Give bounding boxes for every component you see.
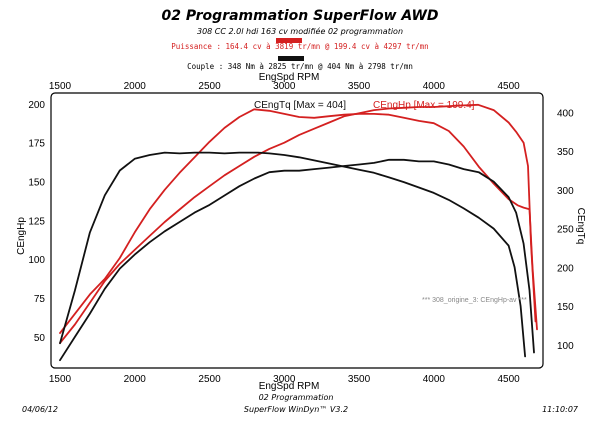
y-right-tick-label: 200: [557, 263, 574, 274]
power-line: Puissance : 164.4 cv à 3819 tr/mn @ 199.…: [171, 42, 428, 51]
x-axis-label-top: EngSpd RPM: [259, 72, 320, 83]
y-right-tick-label: 250: [557, 225, 574, 236]
plot-frame: [50, 92, 544, 369]
series-line-3: [59, 158, 535, 362]
x-tick-label-top: 1500: [49, 81, 72, 92]
y-left-tick-label: 50: [34, 333, 46, 344]
x-axis-label-bottom: EngSpd RPM: [259, 381, 320, 392]
footer-date: 04/06/12: [22, 405, 58, 414]
y-left-tick-label: 125: [28, 216, 45, 227]
y-left-tick-label: 175: [28, 139, 45, 150]
footer-center-line1: 02 Programmation: [259, 393, 334, 402]
axis-ticks: 1500 1500 2000 2000 2500 2500 3000 3000 3500 3500…: [28, 81, 574, 385]
y-left-tick-label: 75: [34, 294, 46, 305]
y-axis-label-right: CEngTq: [575, 208, 586, 245]
x-tick-label-bottom: 2500: [198, 374, 221, 385]
footer-time: 11:10:07: [542, 405, 579, 414]
y-right-tick-label: 300: [557, 186, 574, 197]
torque-line: Couple : 348 Nm à 2825 tr/mn @ 404 Nm à …: [187, 62, 413, 71]
x-tick-label-bottom: 4500: [497, 374, 520, 385]
footer-center-line2: SuperFlow WinDyn™ V3.2: [244, 405, 348, 414]
x-tick-label-top: 4000: [423, 81, 446, 92]
series-line-0: [59, 108, 538, 335]
x-tick-label-bottom: 4000: [423, 374, 446, 385]
legend-entry-torque: CEngTq [Max = 404]: [254, 100, 346, 111]
y-right-tick-label: 400: [557, 108, 574, 119]
x-tick-label-bottom: 2000: [124, 374, 147, 385]
y-left-tick-label: 200: [28, 100, 45, 111]
chart-title: 02 Programmation SuperFlow AWD: [161, 8, 438, 24]
series-line-2: [59, 151, 526, 358]
torque-swatch: [278, 56, 304, 61]
x-tick-label-top: 2000: [124, 81, 147, 92]
legend-entry-power: CEngHp [Max = 199.4]: [373, 100, 475, 111]
power-swatch: [276, 38, 302, 43]
y-right-tick-label: 100: [557, 341, 574, 352]
chart-subtitle: 308 CC 2.0l hdi 163 cv modifiée 02 progr…: [197, 26, 403, 36]
y-left-tick-label: 100: [28, 255, 45, 266]
x-tick-label-top: 2500: [198, 81, 221, 92]
series-line-1: [59, 103, 537, 345]
y-right-tick-label: 150: [557, 302, 574, 313]
y-left-tick-label: 150: [28, 178, 45, 189]
baseline-annotation: *** 308_origine_3: CEngHp-av ***: [422, 297, 527, 304]
x-tick-label-top: 4500: [497, 81, 520, 92]
x-tick-label-top: 3500: [348, 81, 371, 92]
x-tick-label-top: 3000: [273, 81, 296, 92]
series-group: [59, 103, 538, 362]
x-tick-label-bottom: 3000: [273, 374, 296, 385]
y-right-tick-label: 350: [557, 147, 574, 158]
y-axis-label-left: CEngHp: [16, 217, 27, 255]
x-tick-label-bottom: 3500: [348, 374, 371, 385]
x-tick-label-bottom: 1500: [49, 374, 72, 385]
